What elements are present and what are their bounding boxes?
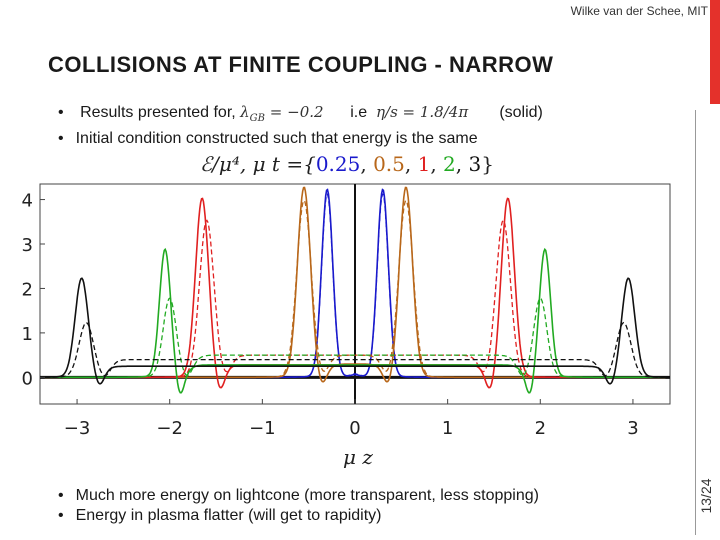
bullet-coupling-prefix: Results presented for, <box>80 104 236 121</box>
legend-value-3: 3 <box>468 152 482 176</box>
y-tick-label: 1 <box>22 324 33 345</box>
legend-value-0.5: 0.5 <box>373 152 405 176</box>
curve-2-dashed <box>44 297 666 378</box>
x-tick-label: −2 <box>156 418 183 439</box>
y-tick-label: 2 <box>22 279 33 300</box>
curve-3-dashed <box>44 321 666 378</box>
legend-value-0.25: 0.25 <box>315 152 361 176</box>
x-axis-label: μ z <box>343 445 373 469</box>
x-tick-label: −1 <box>249 418 276 439</box>
x-tick-label: −3 <box>64 418 91 439</box>
bullet-plasma: Energy in plasma flatter (will get to ra… <box>58 506 539 526</box>
legend-suffix: } <box>481 152 494 176</box>
conclusion-bullets: Much more energy on lightcone (more tran… <box>58 486 539 526</box>
x-tick-label: 3 <box>627 418 638 439</box>
x-tick-labels: −3 −2 −1 0 1 2 3 <box>64 399 639 439</box>
page-number: 13/24 <box>698 478 714 514</box>
y-tick-label: 0 <box>22 368 33 389</box>
curves-group <box>44 186 666 394</box>
x-tick-label: 0 <box>349 418 360 439</box>
legend-value-2: 2 <box>443 152 456 176</box>
legend-value-1: 1 <box>417 152 431 176</box>
curve-2-solid <box>44 247 666 394</box>
bullet-coupling-ie: i.e <box>350 104 368 121</box>
y-tick-labels: 0 1 2 3 4 <box>22 191 45 389</box>
x-tick-label: 2 <box>535 418 546 439</box>
lambda-gb-formula: λGB = −0.2 <box>240 103 324 124</box>
intro-bullets: Results presented for, λGB = −0.2 i.e η/… <box>58 102 543 149</box>
bullet-coupling-suffix: (solid) <box>499 104 543 121</box>
y-tick-label: 4 <box>22 191 33 212</box>
y-tick-label: 3 <box>22 235 33 256</box>
side-divider <box>695 110 696 535</box>
legend-prefix: ℰ/μ⁴, μ t ={ <box>200 152 316 176</box>
x-tick-label: 1 <box>442 418 453 439</box>
eta-over-s-formula: η/s = 1.8/4π <box>376 103 469 121</box>
author-credit: Wilke van der Schee, MIT <box>570 4 708 18</box>
curve-3-solid <box>44 277 666 385</box>
bullet-initial-condition: Initial condition constructed such that … <box>58 129 543 149</box>
bullet-lightcone: Much more energy on lightcone (more tran… <box>58 486 539 506</box>
bullet-coupling: Results presented for, λGB = −0.2 i.e η/… <box>58 102 543 129</box>
energy-times-legend: ℰ/μ⁴, μ t ={0.25, 0.5, 1, 2, 3} <box>200 152 494 176</box>
slide-title: COLLISIONS AT FINITE COUPLING - NARROW <box>48 52 554 77</box>
energy-density-plot: −3 −2 −1 0 1 2 3 0 1 2 3 4 μ z <box>22 183 671 469</box>
accent-bar <box>710 0 720 104</box>
